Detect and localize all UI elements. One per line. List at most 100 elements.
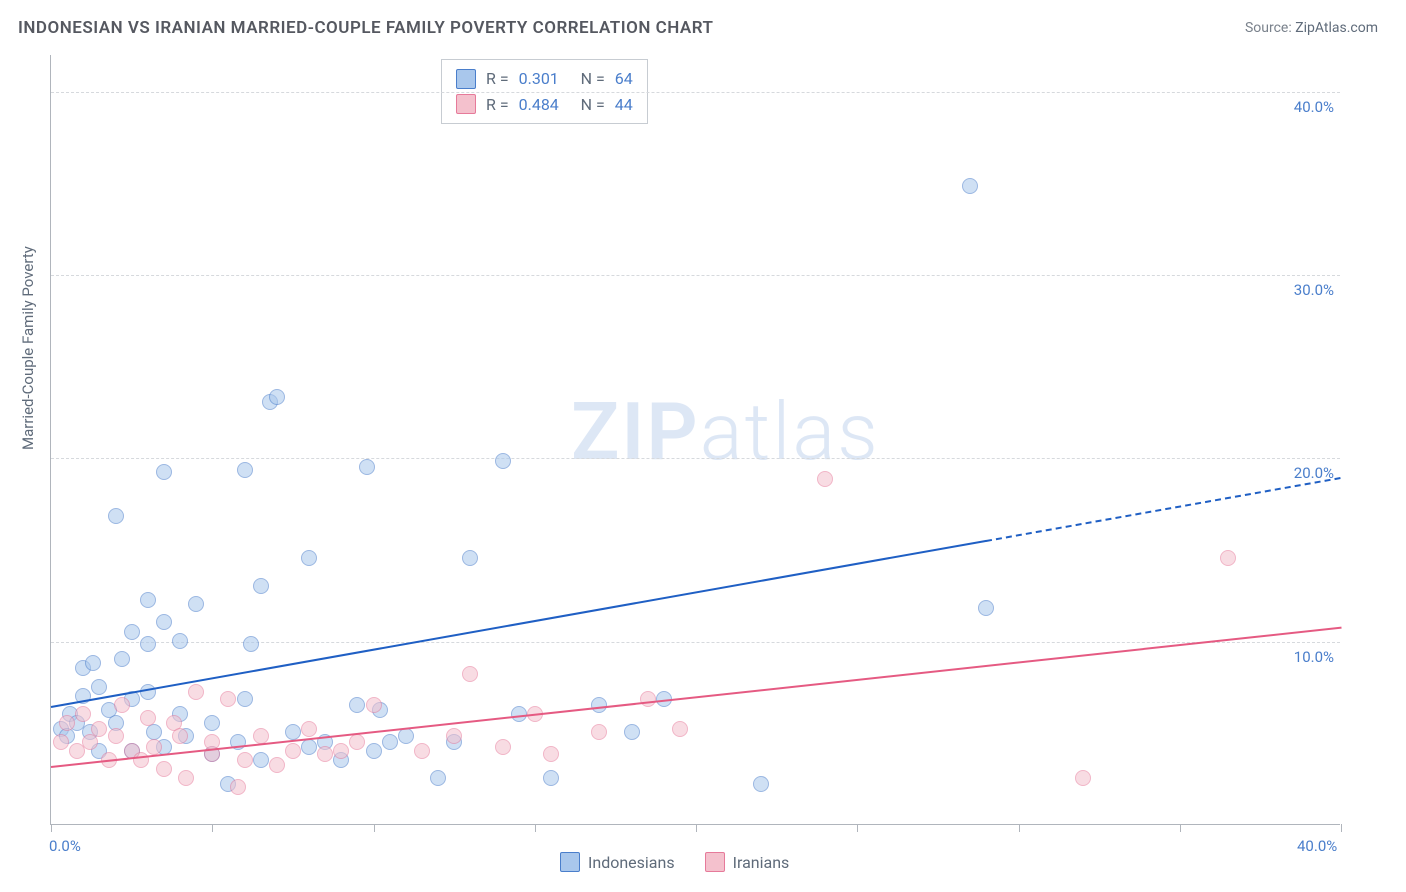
x-tick [1180, 824, 1181, 832]
source-attribution: Source: ZipAtlas.com [1245, 20, 1378, 36]
data-point [140, 592, 156, 608]
x-tick [696, 824, 697, 832]
data-point [220, 691, 236, 707]
data-point [543, 770, 559, 786]
data-point [243, 636, 259, 652]
data-point [301, 550, 317, 566]
data-point [237, 691, 253, 707]
correlation-chart: INDONESIAN VS IRANIAN MARRIED-COUPLE FAM… [0, 0, 1406, 892]
gridline [51, 458, 1340, 459]
watermark-atlas: atlas [700, 385, 880, 479]
data-point [269, 389, 285, 405]
data-point [817, 471, 833, 487]
data-point [75, 706, 91, 722]
data-point [301, 739, 317, 755]
data-point [962, 178, 978, 194]
data-point [230, 779, 246, 795]
data-point [495, 453, 511, 469]
x-tick [1019, 824, 1020, 832]
data-point [59, 715, 75, 731]
series-legend: Indonesians Iranians [560, 852, 789, 872]
data-point [462, 666, 478, 682]
data-point [114, 697, 130, 713]
data-point [753, 776, 769, 792]
x-tick [535, 824, 536, 832]
data-point [253, 728, 269, 744]
data-point [1220, 550, 1236, 566]
data-point [146, 739, 162, 755]
r-label: R = [486, 66, 509, 92]
data-point [285, 724, 301, 740]
data-point [146, 724, 162, 740]
data-point [188, 596, 204, 612]
y-tick-label: 30.0% [1294, 281, 1334, 299]
n-value: 44 [615, 92, 633, 118]
gridline [51, 275, 1340, 276]
data-point [430, 770, 446, 786]
x-tick-label: 40.0% [1297, 837, 1337, 855]
data-point [172, 633, 188, 649]
stats-row: R = 0.301 N = 64 [456, 66, 633, 92]
y-axis-label: Married-Couple Family Poverty [19, 246, 37, 450]
data-point [253, 752, 269, 768]
r-label: R = [486, 92, 509, 118]
x-tick-label: 0.0% [49, 837, 81, 855]
data-point [172, 728, 188, 744]
data-point [366, 743, 382, 759]
stats-swatch [456, 94, 476, 114]
data-point [349, 734, 365, 750]
data-point [398, 728, 414, 744]
data-point [349, 697, 365, 713]
data-point [156, 614, 172, 630]
data-point [124, 624, 140, 640]
data-point [237, 462, 253, 478]
watermark-zip: ZIP [571, 385, 700, 479]
x-tick [857, 824, 858, 832]
data-point [495, 739, 511, 755]
data-point [1075, 770, 1091, 786]
trend-line [51, 540, 987, 708]
data-point [462, 550, 478, 566]
plot-area: ZIPatlas R =0.301N =64R =0.484N =44 10.0… [50, 55, 1340, 825]
data-point [91, 721, 107, 737]
data-point [140, 636, 156, 652]
data-point [333, 743, 349, 759]
data-point [140, 684, 156, 700]
legend-item-iranians: Iranians [705, 852, 790, 872]
data-point [85, 655, 101, 671]
y-tick-label: 40.0% [1294, 98, 1334, 116]
data-point [359, 459, 375, 475]
x-tick [374, 824, 375, 832]
data-point [237, 752, 253, 768]
data-point [591, 724, 607, 740]
data-point [53, 734, 69, 750]
data-point [156, 761, 172, 777]
data-point [317, 746, 333, 762]
data-point [114, 651, 130, 667]
data-point [188, 684, 204, 700]
n-label: N = [581, 66, 605, 92]
n-value: 64 [615, 66, 633, 92]
r-value: 0.301 [519, 66, 571, 92]
data-point [156, 464, 172, 480]
n-label: N = [581, 92, 605, 118]
x-tick [1341, 824, 1342, 832]
data-point [414, 743, 430, 759]
data-point [91, 679, 107, 695]
trend-line [986, 477, 1341, 542]
data-point [591, 697, 607, 713]
data-point [366, 697, 382, 713]
data-point [108, 728, 124, 744]
source-value: ZipAtlas.com [1295, 20, 1378, 36]
swatch-indonesians [560, 852, 580, 872]
x-tick [212, 824, 213, 832]
data-point [543, 746, 559, 762]
source-label: Source: [1245, 20, 1292, 36]
legend-item-indonesians: Indonesians [560, 852, 675, 872]
data-point [640, 691, 656, 707]
data-point [204, 715, 220, 731]
gridline [51, 92, 1340, 93]
stats-swatch [456, 69, 476, 89]
legend-label-iranians: Iranians [733, 853, 790, 872]
data-point [140, 710, 156, 726]
